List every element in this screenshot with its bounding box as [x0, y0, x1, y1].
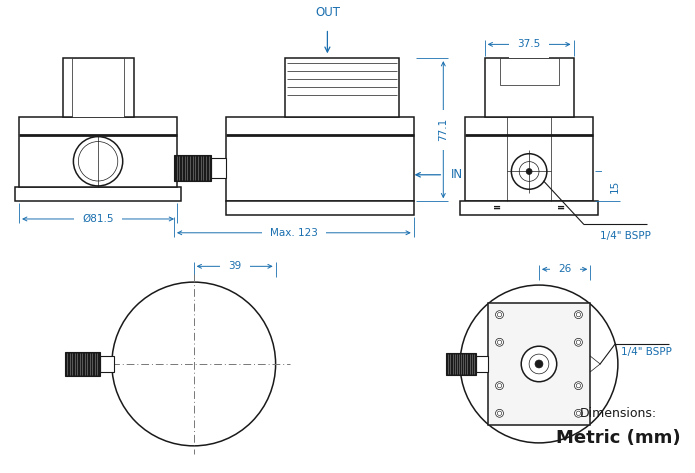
Circle shape: [535, 360, 543, 368]
Circle shape: [526, 168, 532, 175]
Circle shape: [576, 340, 580, 344]
Circle shape: [575, 338, 582, 346]
Circle shape: [575, 409, 582, 417]
Text: =: =: [557, 203, 565, 213]
Text: Metric (mm): Metric (mm): [555, 429, 680, 447]
Circle shape: [496, 311, 503, 319]
Text: Dimensions:: Dimensions:: [580, 407, 657, 420]
Bar: [500, 58, 559, 85]
Circle shape: [498, 340, 502, 344]
Bar: [19, 117, 177, 187]
Circle shape: [498, 384, 502, 388]
Circle shape: [74, 137, 123, 186]
Text: Max. 123: Max. 123: [270, 228, 318, 238]
Text: 1/4" BSPP: 1/4" BSPP: [600, 231, 651, 241]
Bar: [227, 201, 414, 215]
Text: IN: IN: [451, 168, 464, 181]
Text: 26: 26: [558, 264, 571, 274]
Circle shape: [576, 384, 580, 388]
Bar: [100, 356, 114, 372]
Circle shape: [79, 141, 117, 181]
Text: 39: 39: [228, 261, 241, 272]
Text: =: =: [493, 203, 501, 213]
Circle shape: [496, 409, 503, 417]
Bar: [227, 117, 414, 201]
Circle shape: [112, 282, 276, 446]
Bar: [174, 155, 211, 181]
Circle shape: [529, 354, 549, 374]
Bar: [72, 58, 124, 117]
Circle shape: [498, 313, 502, 317]
Bar: [460, 201, 598, 215]
Bar: [63, 58, 133, 117]
Text: 15: 15: [610, 180, 620, 193]
Bar: [286, 58, 399, 117]
Circle shape: [576, 411, 580, 415]
Text: 1/4" BSPP: 1/4" BSPP: [621, 347, 672, 357]
Bar: [65, 352, 100, 376]
Bar: [484, 58, 573, 117]
Circle shape: [521, 346, 557, 382]
Circle shape: [575, 311, 582, 319]
Circle shape: [575, 382, 582, 390]
Bar: [211, 158, 227, 178]
Text: Ø81.5: Ø81.5: [82, 214, 114, 224]
Text: 37.5: 37.5: [518, 39, 541, 49]
Circle shape: [460, 285, 618, 443]
Text: OUT: OUT: [315, 6, 340, 19]
Circle shape: [496, 338, 503, 346]
Circle shape: [576, 313, 580, 317]
Circle shape: [512, 154, 547, 189]
Bar: [446, 353, 476, 375]
Text: 77.1: 77.1: [439, 118, 448, 141]
Bar: [465, 117, 594, 201]
Circle shape: [519, 162, 539, 181]
Bar: [15, 187, 181, 201]
Circle shape: [496, 382, 503, 390]
Bar: [476, 356, 488, 372]
Bar: [488, 303, 590, 425]
Circle shape: [498, 411, 502, 415]
